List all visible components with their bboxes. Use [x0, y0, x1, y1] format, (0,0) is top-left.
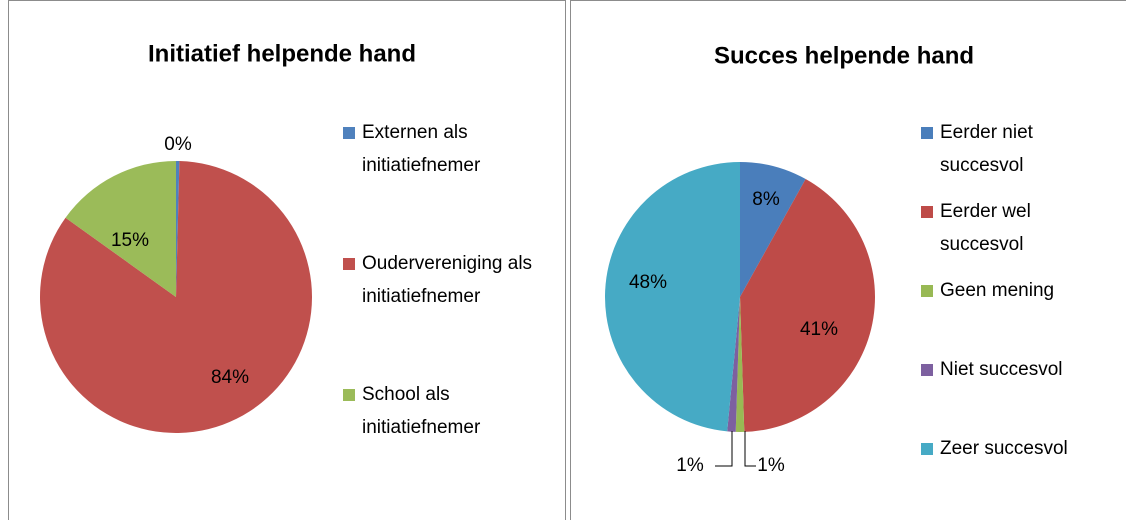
pie-slice: [740, 179, 875, 432]
legend-swatch: [921, 443, 933, 455]
data-label: 0%: [164, 134, 192, 155]
data-label: 48%: [629, 272, 667, 293]
legend-label: School als initiatiefnemer: [362, 384, 481, 438]
data-label: 84%: [211, 367, 249, 388]
pie-slice: [727, 297, 740, 432]
pie-slice: [735, 297, 745, 432]
legend-swatch: [343, 127, 355, 139]
legend-swatch: [921, 285, 933, 297]
data-label: 8%: [752, 189, 780, 210]
pie-slice: [176, 161, 180, 297]
data-label: 1%: [757, 455, 785, 476]
legend-label: Niet succesvol: [940, 359, 1063, 380]
legend-swatch: [921, 364, 933, 376]
legend-swatch: [921, 127, 933, 139]
pie-slice: [39, 161, 312, 434]
data-label: 15%: [111, 230, 149, 251]
data-label: 41%: [800, 319, 838, 340]
legend-label: Externen als initiatiefnemer: [362, 122, 481, 176]
legend-label: Eerder wel succesvol: [940, 201, 1031, 255]
pie-slice: [65, 161, 176, 297]
chart-title: Succes helpende hand: [714, 42, 974, 69]
legend-swatch: [343, 389, 355, 401]
legend-swatch: [343, 258, 355, 270]
legend-label: Eerder niet succesvol: [940, 122, 1034, 176]
legend-label: Oudervereniging als initiatiefnemer: [362, 253, 532, 307]
pie-slice: [740, 162, 806, 297]
legend-label: Zeer succesvol: [940, 438, 1068, 459]
leader-line: [744, 431, 756, 467]
legend-swatch: [921, 206, 933, 218]
legend-label: Geen mening: [940, 280, 1054, 301]
pie-slice: [605, 162, 740, 432]
data-label: 1%: [676, 455, 704, 476]
chart-title: Initiatief helpende hand: [148, 40, 416, 67]
leader-line: [715, 431, 733, 467]
